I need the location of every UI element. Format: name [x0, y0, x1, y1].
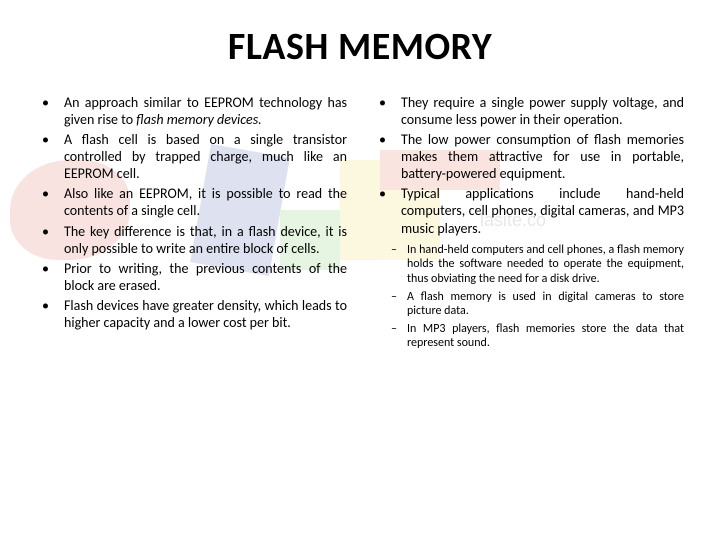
- list-item: A flash cell is based on a single transi…: [36, 131, 347, 182]
- right-column: They require a single power supply volta…: [373, 94, 684, 354]
- list-item: Flash devices have greater density, whic…: [36, 297, 347, 331]
- list-item: The low power consumption of flash memor…: [373, 131, 684, 182]
- left-bullet-list: An approach similar to EEPROM technology…: [36, 94, 347, 331]
- list-item: Prior to writing, the previous contents …: [36, 260, 347, 294]
- list-item: The key difference is that, in a flash d…: [36, 223, 347, 257]
- italic-text: flash memory devices.: [136, 111, 261, 128]
- sub-list-item: In hand-held computers and cell phones, …: [387, 243, 684, 287]
- list-item: Also like an EEPROM, it is possible to r…: [36, 185, 347, 219]
- list-item: They require a single power supply volta…: [373, 94, 684, 128]
- right-sub-bullet-list: In hand-held computers and cell phones, …: [373, 243, 684, 351]
- two-column-layout: An approach similar to EEPROM technology…: [36, 94, 684, 354]
- right-bullet-list: They require a single power supply volta…: [373, 94, 684, 237]
- list-item: An approach similar to EEPROM technology…: [36, 94, 347, 128]
- slide-content: FLASH MEMORY An approach similar to EEPR…: [0, 0, 720, 540]
- left-column: An approach similar to EEPROM technology…: [36, 94, 347, 354]
- sub-list-item: In MP3 players, flash memories store the…: [387, 322, 684, 351]
- list-item: Typical applications include hand-held c…: [373, 185, 684, 236]
- page-title: FLASH MEMORY: [36, 24, 684, 70]
- sub-list-item: A flash memory is used in digital camera…: [387, 290, 684, 319]
